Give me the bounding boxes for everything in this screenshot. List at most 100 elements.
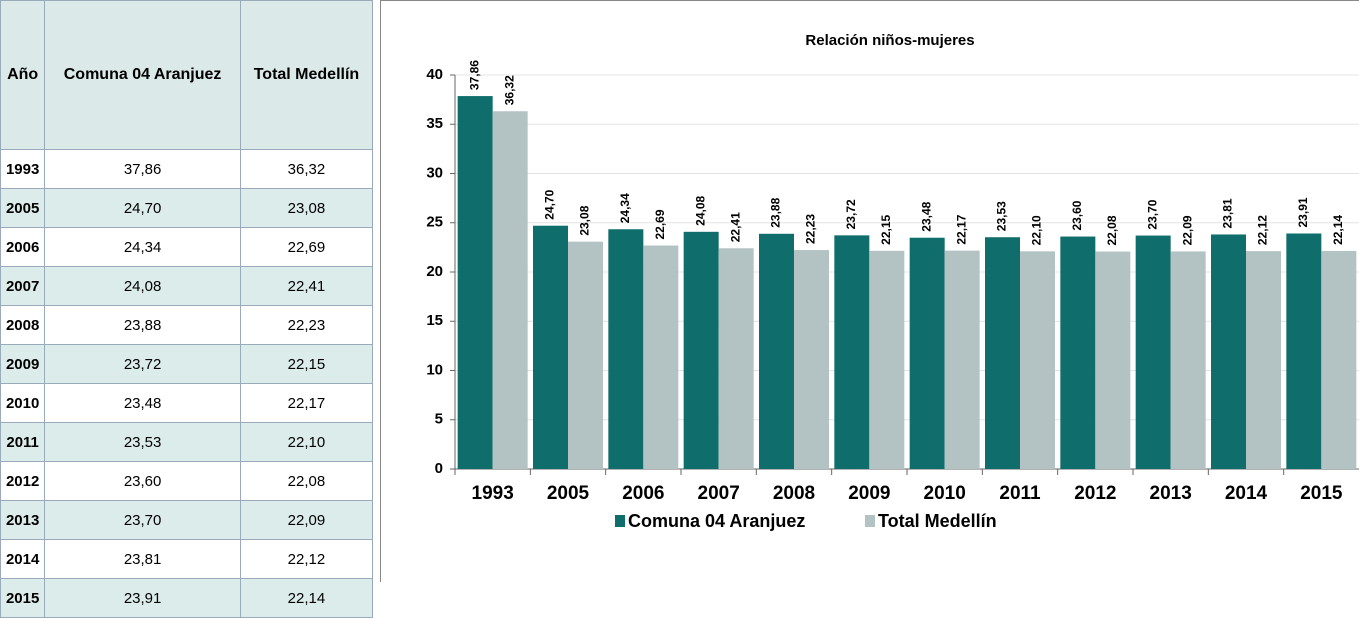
table-row: 2012 23,60 22,08 [0, 461, 374, 501]
x-tick-label: 2010 [924, 483, 966, 504]
table-cell: 23,81 [44, 539, 241, 579]
table-cell: 23,91 [44, 578, 241, 618]
table-cell: 2014 [0, 539, 46, 579]
value-label: 23,91 [1296, 197, 1310, 227]
bar [985, 237, 1020, 469]
value-label: 24,70 [543, 189, 557, 219]
table-row: 2007 24,08 22,41 [0, 266, 374, 306]
bar [794, 250, 829, 469]
table-cell: 24,34 [44, 227, 241, 267]
value-label: 22,12 [1256, 215, 1270, 245]
value-label: 36,32 [502, 75, 516, 105]
table-cell: 22,41 [239, 266, 374, 306]
bar [457, 96, 493, 469]
bar [1286, 233, 1322, 469]
bar [1020, 251, 1055, 469]
table-row: 2013 23,70 22,09 [0, 500, 374, 540]
value-label: 22,23 [804, 214, 818, 244]
value-label: 23,70 [1145, 199, 1159, 229]
table-cell: 2012 [0, 461, 46, 501]
bar [759, 233, 794, 469]
table-cell: 22,08 [239, 461, 374, 501]
legend-label: Total Medellín [878, 511, 997, 531]
header-row: Año Comuna 04 Aranjuez Total Medellín [0, 0, 374, 150]
y-tick-label: 35 [426, 115, 443, 132]
table-cell: 36,32 [239, 149, 374, 189]
bar [643, 245, 679, 469]
bar [869, 250, 905, 469]
x-tick-label: 2014 [1225, 483, 1268, 504]
table-row: 1993 37,86 36,32 [0, 149, 374, 189]
value-label: 23,60 [1070, 200, 1084, 230]
table-cell: 22,17 [239, 383, 374, 423]
table-cell: 22,15 [239, 344, 374, 384]
value-label: 22,69 [653, 209, 667, 239]
y-tick-label: 25 [426, 214, 443, 231]
table-row: 2005 24,70 23,08 [0, 188, 374, 228]
header-cell: Año [0, 0, 46, 150]
table-cell: 22,10 [239, 422, 374, 462]
table-cell: 23,53 [44, 422, 241, 462]
table-cell: 23,88 [44, 305, 241, 345]
table-row: 2011 23,53 22,10 [0, 422, 374, 462]
table-cell: 2013 [0, 500, 46, 540]
value-label: 37,86 [467, 60, 481, 90]
y-tick-label: 15 [426, 312, 443, 329]
bar [718, 248, 754, 469]
bar [568, 241, 603, 469]
table-cell: 1993 [0, 149, 46, 189]
table-cell: 2006 [0, 227, 46, 267]
bar [1246, 251, 1281, 469]
value-label: 23,72 [844, 199, 858, 229]
table-cell: 23,60 [44, 461, 241, 501]
table-cell: 2008 [0, 305, 46, 345]
bar [1170, 251, 1206, 469]
bar [1095, 251, 1131, 469]
table-cell: 23,48 [44, 383, 241, 423]
y-tick-label: 40 [426, 66, 443, 83]
table-body: 1993 37,86 36,32 2005 24,70 23,08 2006 24,34 22,… [0, 149, 374, 618]
y-tick-label: 20 [426, 263, 443, 280]
value-label: 22,41 [728, 212, 742, 242]
y-tick-label: 30 [426, 164, 443, 181]
legend-swatch [865, 515, 875, 527]
y-tick-label: 0 [435, 460, 443, 477]
table-cell: 22,69 [239, 227, 374, 267]
y-tick-label: 5 [435, 411, 443, 428]
bar [492, 111, 528, 470]
table-cell: 37,86 [44, 149, 241, 189]
value-label: 22,09 [1180, 215, 1194, 245]
table-cell: 2011 [0, 422, 46, 462]
legend-swatch [615, 515, 625, 527]
table-row: 2006 24,34 22,69 [0, 227, 374, 267]
value-label: 23,08 [578, 205, 592, 235]
legend-label: Comuna 04 Aranjuez [628, 511, 805, 531]
x-tick-label: 2015 [1300, 483, 1343, 504]
table-cell: 22,09 [239, 500, 374, 540]
bar [1211, 234, 1246, 469]
bar [1321, 250, 1357, 469]
value-label: 22,14 [1331, 215, 1345, 245]
table-cell: 23,08 [239, 188, 374, 228]
table-cell: 2007 [0, 266, 46, 306]
value-label: 22,17 [954, 214, 968, 244]
table-cell: 2005 [0, 188, 46, 228]
table-cell: 2015 [0, 578, 46, 618]
data-table: Año Comuna 04 Aranjuez Total Medellín 1993 3… [0, 0, 374, 618]
x-tick-label: 2009 [848, 483, 890, 504]
x-tick-label: 2012 [1074, 483, 1116, 504]
value-label: 22,15 [879, 214, 893, 244]
bar [1060, 236, 1096, 469]
bar [944, 250, 980, 469]
bar [909, 237, 945, 469]
table-cell: 2009 [0, 344, 46, 384]
table-cell: 23,70 [44, 500, 241, 540]
value-label: 24,08 [693, 195, 707, 225]
x-tick-label: 2007 [698, 483, 740, 504]
bar [834, 235, 870, 469]
header-cell: Comuna 04 Aranjuez [44, 0, 241, 150]
value-label: 23,88 [769, 197, 783, 227]
x-tick-label: 2013 [1150, 483, 1192, 504]
bar [683, 231, 719, 469]
